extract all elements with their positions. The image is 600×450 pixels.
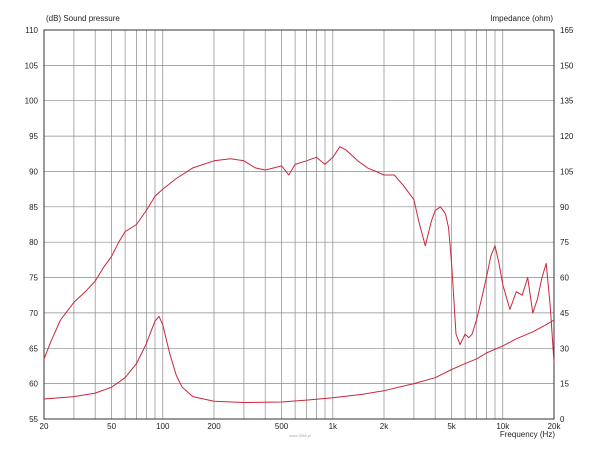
left-tick-label: 95 — [29, 132, 38, 141]
left-tick-label: 80 — [29, 238, 38, 247]
watermark: www.SBA.pl — [289, 433, 311, 438]
x-tick-label: 50 — [107, 422, 116, 431]
left-tick-labels: 55 60 65 70 75 80 85 90 95 100 105 110 — [25, 26, 39, 424]
x-axis-label: Frequency (Hz) — [500, 430, 555, 439]
right-tick-label: 165 — [560, 26, 574, 35]
x-tick-label: 2k — [380, 422, 389, 431]
right-tick-label: 45 — [560, 309, 569, 318]
right-tick-label: 150 — [560, 61, 574, 70]
left-tick-label: 100 — [25, 97, 39, 106]
plot-area — [44, 30, 554, 419]
impedance-line — [43, 315, 555, 403]
left-tick-label: 60 — [29, 380, 38, 389]
right-tick-label: 15 — [560, 380, 569, 389]
x-tick-label: 10k — [496, 422, 510, 431]
right-tick-label: 120 — [560, 132, 574, 141]
x-tick-label: 20 — [40, 422, 49, 431]
left-tick-label: 75 — [29, 274, 38, 283]
x-tick-labels: 20 50 100 200 500 1k 2k 5k 10k 20k — [40, 422, 562, 431]
sound-pressure-line — [43, 146, 555, 363]
x-tick-label: 20k — [548, 422, 562, 431]
series-lines — [43, 146, 555, 403]
x-tick-label: 500 — [275, 422, 289, 431]
left-tick-label: 105 — [25, 61, 39, 70]
right-tick-label: 60 — [560, 274, 569, 283]
right-tick-label: 135 — [560, 97, 574, 106]
x-tick-label: 5k — [447, 422, 456, 431]
right-tick-label: 0 — [560, 415, 565, 424]
grid-lines — [44, 30, 554, 419]
x-tick-label: 200 — [207, 422, 221, 431]
x-tick-label: 1k — [329, 422, 338, 431]
x-tick-label: 100 — [156, 422, 170, 431]
right-tick-label: 75 — [560, 238, 569, 247]
right-tick-label: 105 — [560, 168, 574, 177]
right-tick-labels: 0 15 30 45 60 75 90 105 120 135 150 165 — [560, 26, 574, 424]
left-tick-label: 70 — [29, 309, 38, 318]
right-tick-label: 90 — [560, 203, 569, 212]
left-tick-label: 55 — [29, 415, 38, 424]
left-tick-label: 85 — [29, 203, 38, 212]
left-axis-label: (dB) Sound pressure — [46, 14, 120, 23]
right-tick-label: 30 — [560, 344, 569, 353]
left-tick-label: 65 — [29, 344, 38, 353]
left-tick-label: 90 — [29, 168, 38, 177]
left-tick-label: 110 — [25, 26, 38, 35]
right-axis-label: Impedance (ohm) — [490, 14, 553, 23]
plot-frame — [43, 29, 555, 420]
